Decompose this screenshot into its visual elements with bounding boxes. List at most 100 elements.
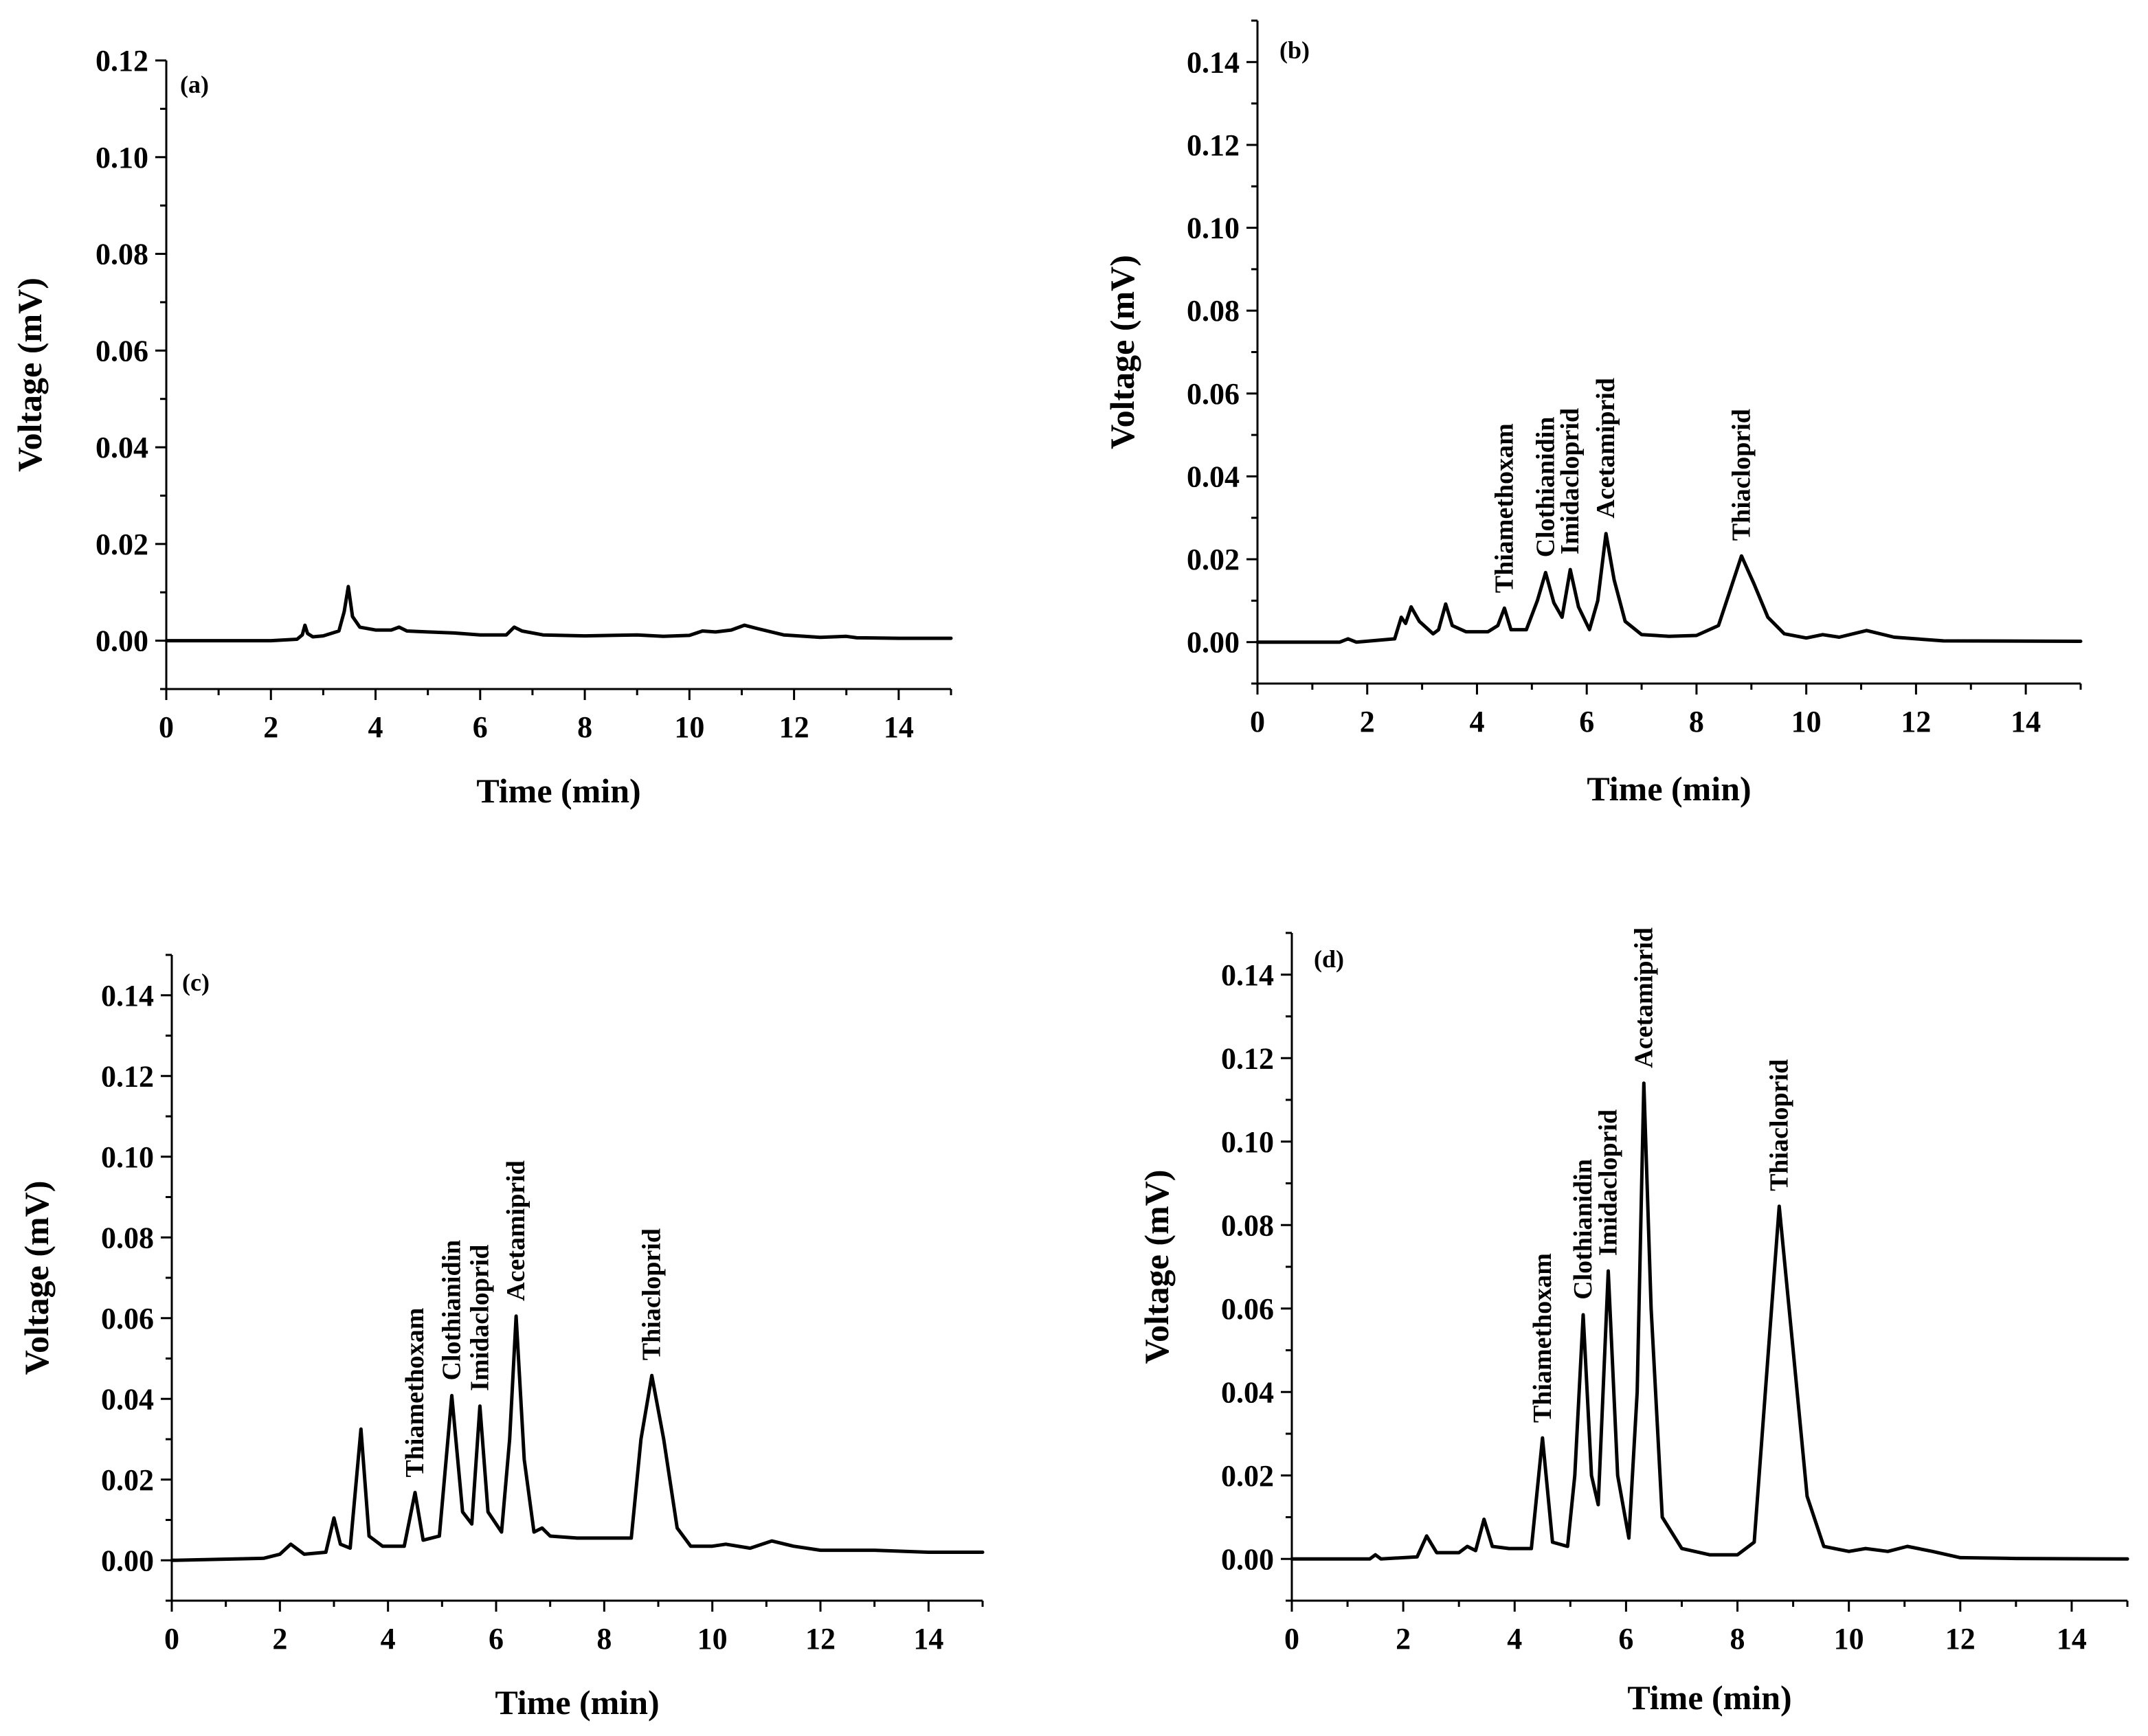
chromatogram-trace	[1290, 1081, 2129, 1561]
y-axis-title: Voltage (mV)	[1137, 1170, 1176, 1364]
y-tick-label: 0.06	[1221, 1292, 1274, 1326]
x-tick-label: 4	[1469, 705, 1484, 739]
peak-label: Acetamiprid	[1591, 378, 1620, 519]
x-tick-label: 2	[263, 710, 278, 744]
y-tick-label: 0.00	[1221, 1542, 1274, 1576]
x-tick-label: 10	[674, 710, 704, 744]
panel-label: (a)	[180, 71, 209, 98]
chromatogram-trace	[170, 1314, 985, 1562]
y-tick-label: 0.10	[101, 1140, 154, 1174]
y-tick-label: 0.10	[1187, 212, 1240, 245]
peak-label: Clothianidin	[1531, 416, 1560, 557]
x-tick-label: 6	[1579, 705, 1594, 739]
chart-panel-b: 0.00 0.02 0.04 0.06 0.08 0.10 0.12 0.14 0 2 4 6 8 10 1…	[1103, 19, 2083, 808]
y-tick-label: 0.10	[96, 141, 148, 174]
x-tick-label: 8	[1689, 705, 1704, 739]
x-tick-label: 4	[381, 1622, 396, 1656]
x-tick-label: 8	[577, 710, 592, 744]
y-tick-label: 0.12	[1221, 1041, 1274, 1075]
panel-label: (b)	[1279, 36, 1310, 64]
y-tick-label: 0.06	[101, 1302, 154, 1335]
x-tick-label: 12	[779, 710, 809, 744]
y-tick-label: 0.08	[1221, 1208, 1274, 1242]
x-tick-label: 14	[2057, 1622, 2087, 1656]
y-tick-label: 0.04	[96, 431, 148, 464]
x-tick-label: 2	[1360, 705, 1375, 739]
x-tick-label: 10	[1834, 1622, 1864, 1656]
x-axis-title: Time (min)	[495, 1683, 659, 1722]
x-axis-title: Time (min)	[1587, 769, 1751, 808]
x-tick-label: 8	[1730, 1622, 1745, 1656]
chart-panel-d: 0.00 0.02 0.04 0.06 0.08 0.10 0.12 0.14 0 2 4 6 8 10 1…	[1137, 927, 2129, 1717]
y-tick-label: 0.14	[101, 979, 154, 1013]
peak-label: Thiamethoxam	[401, 1308, 429, 1478]
x-tick-label: 14	[884, 710, 914, 744]
y-tick-label: 0.08	[1187, 294, 1240, 328]
x-tick-label: 0	[159, 710, 174, 744]
x-tick-label: 0	[164, 1622, 179, 1656]
y-tick-label: 0.14	[1221, 958, 1274, 992]
peak-label: Thiacloprid	[1765, 1059, 1793, 1191]
x-tick-label: 10	[697, 1622, 728, 1656]
x-tick-label: 12	[805, 1622, 836, 1656]
y-tick-label: 0.14	[1187, 45, 1240, 79]
x-axis-title: Time (min)	[476, 771, 640, 810]
peak-label: Thiamethoxam	[1490, 423, 1519, 593]
x-tick-label: 2	[272, 1622, 287, 1656]
y-tick-label: 0.00	[96, 624, 148, 658]
y-tick-label: 0.02	[1221, 1459, 1274, 1493]
chromatogram-trace	[1255, 532, 2083, 644]
x-tick-label: 0	[1250, 705, 1265, 739]
y-tick-label: 0.02	[101, 1463, 154, 1497]
x-tick-label: 12	[1945, 1622, 1976, 1656]
y-tick-label: 0.06	[96, 334, 148, 368]
peak-label: Imidacloprid	[1593, 1109, 1622, 1256]
peak-label: Acetamiprid	[1629, 927, 1658, 1068]
x-tick-label: 0	[1284, 1622, 1299, 1656]
y-tick-label: 0.00	[101, 1544, 154, 1577]
x-tick-label: 6	[473, 710, 488, 744]
peak-label: Imidacloprid	[465, 1245, 494, 1391]
y-tick-label: 0.00	[1187, 626, 1240, 660]
y-axis-title: Voltage (mV)	[1103, 255, 1141, 449]
y-tick-label: 0.04	[101, 1382, 154, 1416]
x-tick-label: 4	[368, 710, 383, 744]
y-tick-label: 0.02	[96, 528, 148, 561]
x-tick-label: 12	[1901, 705, 1931, 739]
y-tick-label: 0.12	[101, 1059, 154, 1093]
y-tick-label: 0.04	[1221, 1375, 1274, 1409]
panel-label: (d)	[1314, 945, 1344, 973]
x-axis-title: Time (min)	[1627, 1678, 1791, 1717]
chart-panel-a: 0.00 0.02 0.04 0.06 0.08 0.10 0.12 0 2 4 6 8 10 12 14 T…	[10, 44, 953, 810]
x-tick-label: 6	[1618, 1622, 1633, 1656]
peak-label: Clothianidin	[1569, 1159, 1598, 1300]
peak-label: Clothianidin	[437, 1240, 466, 1381]
y-tick-label: 0.04	[1187, 460, 1240, 493]
y-tick-label: 0.10	[1221, 1125, 1274, 1159]
panel-label: (c)	[182, 969, 210, 996]
y-axis-title: Voltage (mV)	[10, 278, 49, 472]
peak-label: Thiacloprid	[638, 1228, 667, 1360]
y-tick-label: 0.06	[1187, 377, 1240, 411]
peak-label: Thiacloprid	[1727, 409, 1756, 541]
y-tick-label: 0.12	[1187, 128, 1240, 162]
y-tick-label: 0.08	[101, 1221, 154, 1254]
x-tick-label: 4	[1507, 1622, 1522, 1656]
y-tick-label: 0.08	[96, 238, 148, 271]
x-tick-label: 14	[913, 1622, 943, 1656]
x-tick-label: 8	[596, 1622, 612, 1656]
y-axis-title: Voltage (mV)	[17, 1181, 56, 1375]
x-tick-label: 10	[1791, 705, 1822, 739]
peak-label: Acetamiprid	[502, 1160, 530, 1301]
y-tick-label: 0.02	[1187, 543, 1240, 576]
y-tick-label: 0.12	[96, 44, 148, 78]
x-tick-label: 14	[2011, 705, 2041, 739]
peak-label: Thiamethoxam	[1528, 1253, 1557, 1423]
chromatogram-trace	[164, 585, 953, 643]
peak-label: Imidacloprid	[1556, 408, 1585, 554]
x-tick-label: 2	[1396, 1622, 1411, 1656]
x-tick-label: 6	[489, 1622, 504, 1656]
chart-panel-c: 0.00 0.02 0.04 0.06 0.08 0.10 0.12 0.14 0 2 4 6 8 10 1…	[17, 954, 985, 1722]
